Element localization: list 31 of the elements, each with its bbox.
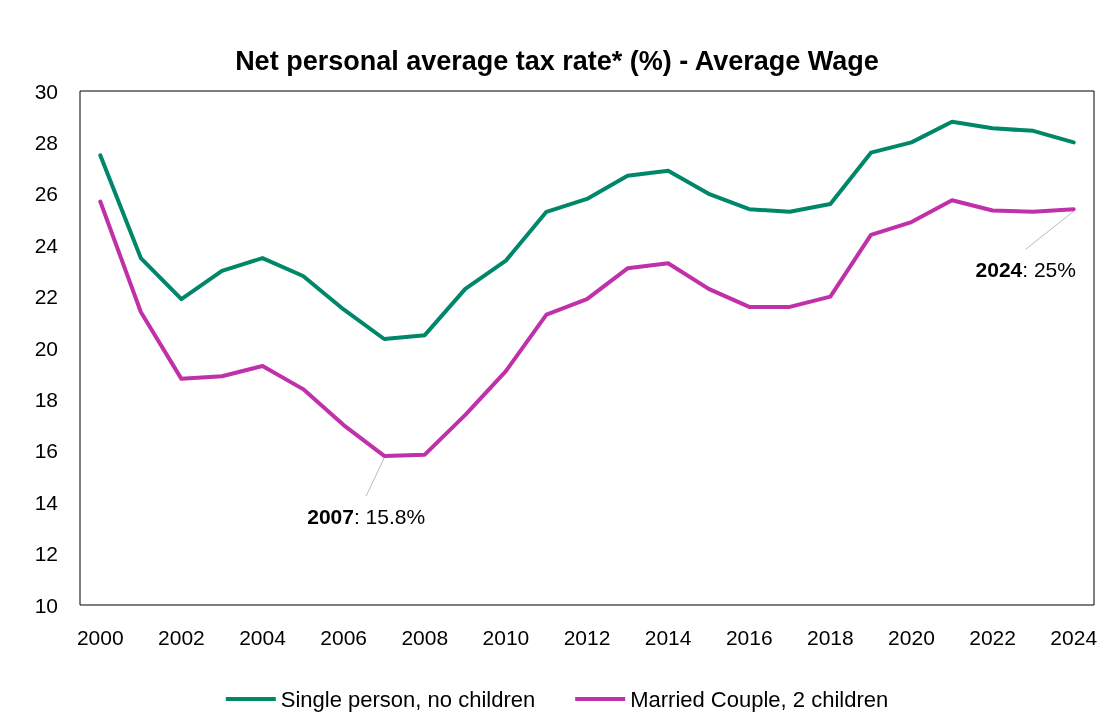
x-tick-label: 2016 [725, 626, 773, 649]
x-tick-label: 2002 [158, 626, 205, 649]
y-tick-label: 16 [34, 439, 58, 463]
x-tick-label: 2018 [807, 626, 854, 649]
y-tick-label: 26 [34, 182, 58, 206]
y-tick-label: 12 [34, 542, 58, 566]
line-series [98, 119, 1076, 342]
y-tick-label: 24 [34, 233, 59, 257]
x-tick-label: 2000 [76, 626, 124, 649]
annotation: 2007: 15.8% [307, 504, 426, 528]
chart-title: Net personal average tax rate* (%) - Average Wage [235, 45, 879, 76]
x-tick-label: 2020 [888, 626, 935, 649]
x-tick-label: 2012 [563, 626, 611, 649]
x-tick-label: 2010 [482, 626, 530, 649]
x-tick-label: 2006 [320, 626, 367, 649]
x-tick-label: 2024 [1050, 626, 1098, 649]
y-tick-label: 14 [34, 490, 59, 514]
x-tick-label: 2014 [644, 626, 692, 649]
x-tick-label: 2022 [969, 626, 1016, 649]
y-tick-label: 18 [34, 387, 58, 411]
y-tick-label: 10 [34, 593, 58, 617]
y-tick-label: 20 [34, 336, 58, 360]
legend-label: Single person, no children [280, 686, 536, 712]
line-series [98, 198, 1076, 458]
annotation: 2024: 25% [975, 258, 1076, 282]
y-tick-label: 30 [34, 79, 58, 103]
y-tick-label: 28 [34, 130, 58, 154]
x-tick-label: 2004 [239, 626, 287, 649]
legend-label: Married Couple, 2 children [630, 686, 889, 712]
y-tick-label: 22 [34, 285, 58, 309]
x-tick-label: 2008 [401, 626, 449, 649]
